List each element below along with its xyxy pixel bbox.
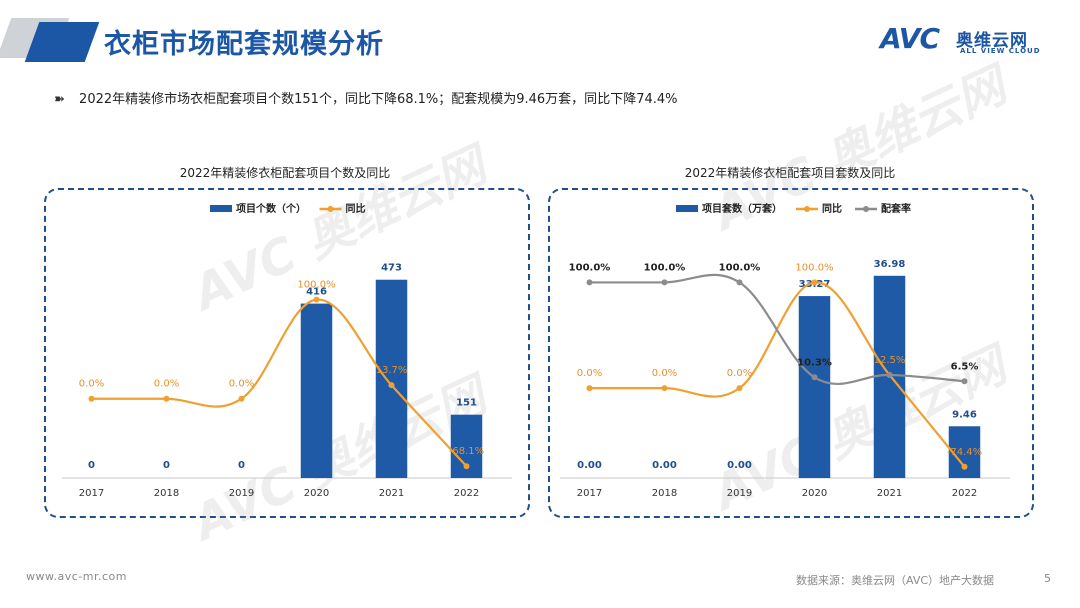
- bar-data-label: 473: [381, 263, 402, 274]
- line-point: [463, 463, 470, 470]
- chart1-panel: [44, 188, 530, 518]
- series-line-0: [91, 298, 468, 467]
- x-tick-label: 2019: [727, 488, 752, 499]
- summary-text: 2022年精装修市场衣柜配套项目个数151个，同比下降68.1%；配套规模为9.…: [79, 92, 678, 107]
- brand-logo-mark: AVC: [880, 22, 940, 55]
- line-point: [736, 385, 743, 392]
- legend-swatch-bar: [676, 205, 698, 212]
- line-data-label: 100.0%: [297, 280, 335, 291]
- line-point: [661, 279, 668, 286]
- line-point: [388, 382, 395, 389]
- series-line-1: [589, 273, 965, 386]
- legend-swatch-marker: [327, 206, 334, 212]
- x-tick-label: 2018: [154, 488, 179, 499]
- line-data-label: 12.5%: [874, 355, 906, 366]
- chart1-title: 2022年精装修衣柜配套项目个数及同比: [179, 166, 391, 180]
- line-data-label: 6.5%: [951, 361, 979, 372]
- chart2-panel: [548, 188, 1034, 518]
- x-tick-label: 2021: [379, 488, 404, 499]
- line-point: [586, 279, 593, 286]
- double-arrow-icon: ➽: [54, 92, 65, 107]
- legend-label: 项目个数（个）: [236, 202, 306, 215]
- line-data-label: 0.0%: [577, 368, 602, 379]
- line-data-label: 100.0%: [795, 262, 833, 273]
- x-tick-label: 2020: [304, 488, 329, 499]
- line-data-label: 10.3%: [797, 357, 832, 368]
- line-point: [961, 378, 968, 385]
- line-point: [586, 385, 593, 392]
- line-data-label: 100.0%: [644, 262, 686, 273]
- line-data-label: -68.1%: [449, 446, 484, 457]
- line-point: [661, 385, 668, 392]
- brand-logo-cn: 奥维云网: [956, 31, 1028, 51]
- line-data-label: 0.0%: [154, 379, 179, 390]
- bar-data-label: 416: [306, 287, 327, 298]
- series-line-0: [589, 281, 966, 468]
- line-data-label: 0.0%: [652, 368, 677, 379]
- page-number: 5: [1044, 572, 1051, 585]
- page-title: 衣柜市场配套规模分析: [104, 29, 384, 60]
- line-point: [886, 371, 893, 378]
- bar-data-label: 0.00: [727, 460, 752, 471]
- line-data-label: 0.0%: [229, 379, 254, 390]
- line-point: [811, 374, 818, 381]
- x-tick-label: 2019: [229, 488, 254, 499]
- line-data-label: 13.7%: [376, 365, 408, 376]
- bar-data-label: 0: [163, 460, 170, 471]
- legend-label: 同比: [346, 202, 366, 215]
- x-tick-label: 2017: [577, 488, 602, 499]
- line-point: [88, 395, 95, 402]
- footer-url[interactable]: www.avc-mr.com: [26, 570, 127, 583]
- line-data-label: 100.0%: [569, 262, 611, 273]
- bar-data-label: 0.00: [577, 460, 602, 471]
- x-tick-label: 2022: [952, 488, 977, 499]
- footer-source: 数据来源：奥维云网（AVC）地产大数据: [796, 574, 995, 587]
- bar: [300, 303, 333, 478]
- line-point: [313, 296, 320, 303]
- bar-data-label: 0: [238, 460, 245, 471]
- summary-line: ➽ 2022年精装修市场衣柜配套项目个数151个，同比下降68.1%；配套规模为…: [54, 88, 678, 107]
- bar-data-label: 9.46: [952, 409, 977, 420]
- bar-data-label: 0.00: [652, 460, 677, 471]
- legend-swatch-bar: [210, 205, 232, 212]
- line-data-label: 0.0%: [79, 379, 104, 390]
- line-point: [163, 395, 170, 402]
- bar: [375, 279, 408, 478]
- x-tick-label: 2021: [877, 488, 902, 499]
- line-data-label: -74.4%: [947, 447, 982, 458]
- legend-label: 项目套数（万套）: [702, 202, 782, 215]
- bar: [798, 296, 831, 478]
- line-point: [238, 395, 245, 402]
- line-point: [736, 279, 743, 286]
- x-tick-label: 2017: [79, 488, 104, 499]
- line-data-label: 0.0%: [727, 368, 752, 379]
- chart2-title: 2022年精装修衣柜配套项目套数及同比: [684, 166, 896, 180]
- line-point: [811, 279, 818, 286]
- header-band: 衣柜市场配套规模分析 AVC 奥维云网 ALL VIEW CLOUD: [0, 0, 1080, 80]
- legend-label: 配套率: [881, 202, 911, 215]
- x-tick-label: 2018: [652, 488, 677, 499]
- line-point: [961, 463, 968, 470]
- bar-data-label: 36.98: [874, 259, 906, 270]
- legend-swatch-marker: [863, 206, 869, 212]
- brand-logo: AVC 奥维云网 ALL VIEW CLOUD: [870, 22, 1050, 62]
- line-data-label: 100.0%: [719, 262, 761, 273]
- legend-label: 同比: [822, 202, 842, 215]
- x-tick-label: 2022: [454, 488, 479, 499]
- bar-data-label: 0: [88, 460, 95, 471]
- x-tick-label: 2020: [802, 488, 827, 499]
- brand-logo-en: ALL VIEW CLOUD: [960, 47, 1041, 55]
- legend-swatch-marker: [804, 206, 810, 212]
- bar-data-label: 151: [456, 398, 477, 409]
